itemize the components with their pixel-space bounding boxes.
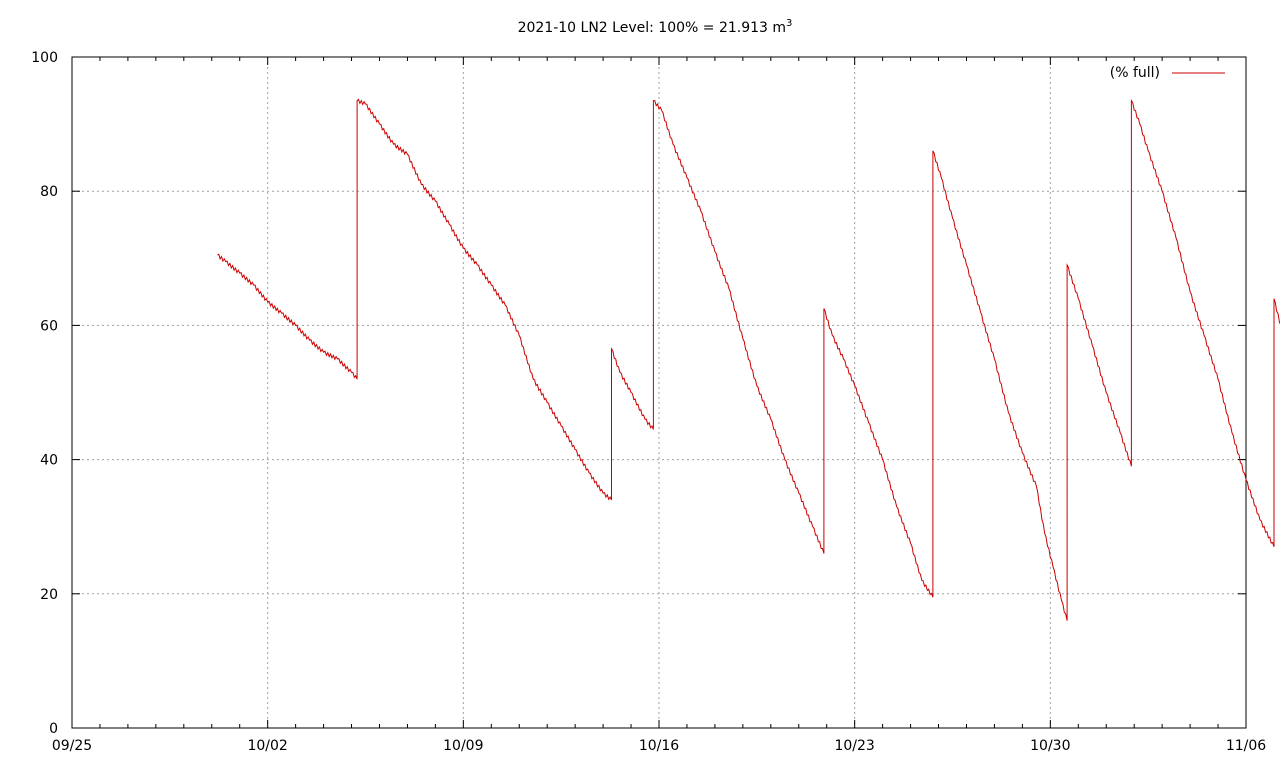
x-tick-label: 10/16: [639, 738, 679, 754]
grid-lines: [72, 57, 1246, 728]
x-tick-label: 10/30: [1030, 738, 1070, 754]
chart-title-text: 2021-10 LN2 Level: 100% = 21.913 m: [518, 20, 786, 36]
y-tick-label: 80: [40, 184, 58, 200]
y-tick-label: 0: [49, 721, 58, 737]
x-tick-label: 09/25: [52, 738, 92, 754]
x-tick-label: 10/23: [834, 738, 874, 754]
chart-title: 2021-10 LN2 Level: 100% = 21.913 m3: [518, 18, 793, 36]
y-axis-labels: 0 20 40 60 80 100: [31, 50, 58, 737]
x-tick-label: 10/09: [443, 738, 483, 754]
x-tick-label: 11/06: [1226, 738, 1266, 754]
legend-label: (% full): [1110, 65, 1160, 81]
x-axis-labels: 09/25 10/02 10/09 10/16 10/23 10/30 11/06: [52, 738, 1266, 754]
legend: (% full): [1110, 65, 1225, 81]
y-tick-label: 20: [40, 587, 58, 603]
axis-ticks: [71, 56, 1247, 729]
series-line: [217, 98, 1280, 621]
y-tick-label: 100: [31, 50, 58, 66]
x-tick-label: 10/02: [247, 738, 287, 754]
chart-title-superscript: 3: [786, 18, 792, 29]
y-tick-label: 60: [40, 318, 58, 334]
y-tick-label: 40: [40, 453, 58, 469]
